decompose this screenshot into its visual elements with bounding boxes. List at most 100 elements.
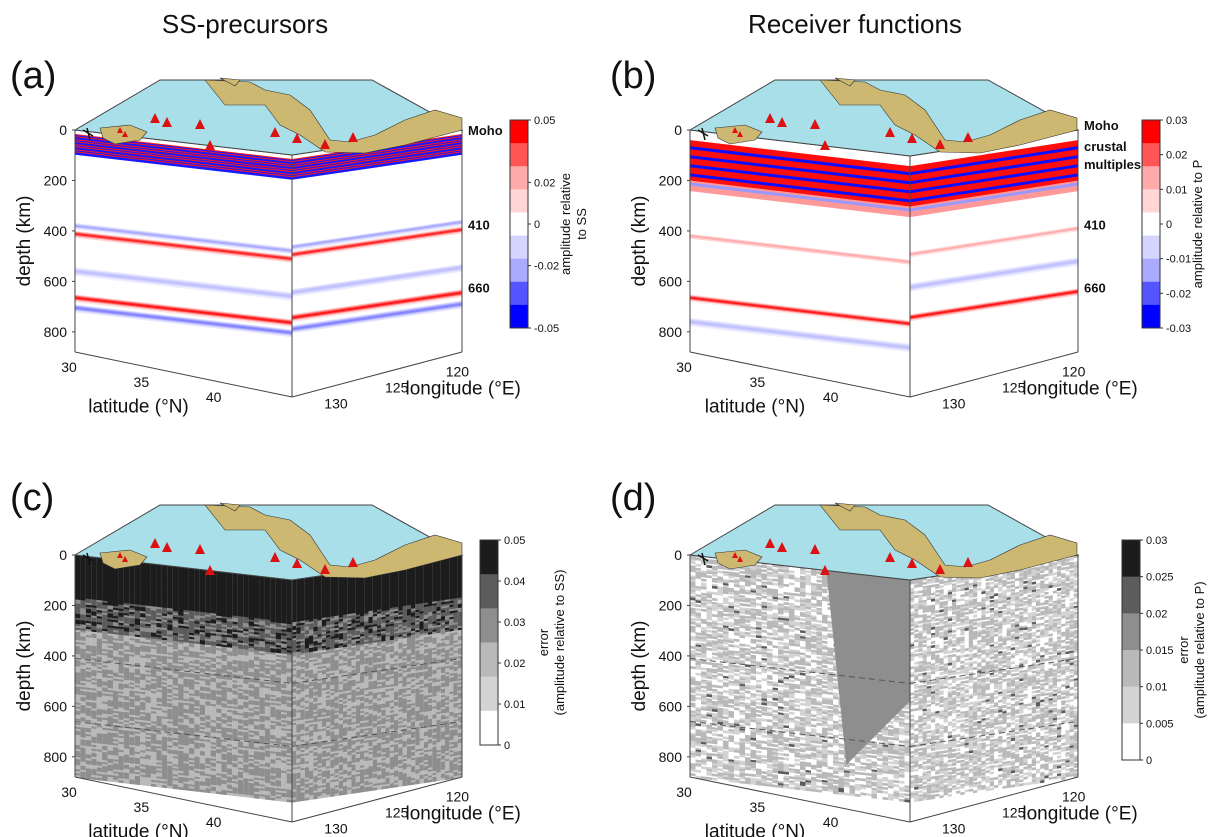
volcano-icon <box>270 127 280 137</box>
data-cell <box>292 295 462 323</box>
data-cell <box>292 270 462 297</box>
longitude-tick-label: 120 <box>1062 363 1086 379</box>
data-cell <box>910 189 1078 218</box>
data-cell <box>292 306 462 334</box>
annotation-label: Moho <box>468 123 503 138</box>
colorbar-segment <box>510 166 528 190</box>
box-edge <box>74 351 293 398</box>
depth-tick-label: 200 <box>659 172 683 188</box>
data-cell <box>75 227 292 255</box>
map-coastline <box>82 127 94 141</box>
colorbar-segment <box>510 212 528 237</box>
data-cell <box>690 237 910 265</box>
volcano-icon <box>810 119 820 129</box>
panel-label: (a) <box>10 55 56 97</box>
volcano-icon <box>205 140 215 150</box>
box-edge <box>689 351 911 398</box>
colorbar-segment <box>510 235 528 260</box>
colorbar-tick-label: 0 <box>534 219 540 231</box>
colorbar-segment <box>1142 235 1160 260</box>
data-cell <box>690 189 910 218</box>
depth-tick-label: 400 <box>659 223 683 239</box>
colorbar-segment <box>1142 166 1160 190</box>
colorbar-segment <box>510 120 528 144</box>
depth-tick-label: 0 <box>59 122 67 138</box>
colorbar-label: to SS <box>574 208 589 240</box>
volcano-icon <box>117 127 123 133</box>
volcano-icon <box>122 131 128 137</box>
data-cell <box>75 274 292 301</box>
colorbar-tick-label: 0.05 <box>534 115 555 127</box>
data-cell <box>292 223 462 251</box>
annotation-label: crustal <box>1084 139 1127 154</box>
colorbar-segment <box>1142 120 1160 144</box>
data-cell <box>75 153 292 180</box>
colorbar-label: amplitude relative to P <box>1190 160 1205 289</box>
latitude-tick-label: 30 <box>61 359 77 375</box>
colorbar-tick-label: 0.03 <box>1166 115 1187 127</box>
longitude-tick-label: 130 <box>942 396 966 412</box>
longitude-tick-label: 125 <box>1002 380 1026 396</box>
longitude-axis-label: longitude (°E) <box>1022 378 1137 399</box>
depth-tick-label: 800 <box>44 324 68 340</box>
annotation-label: 410 <box>468 218 490 233</box>
longitude-tick-label: 120 <box>446 363 470 379</box>
data-cell <box>292 153 462 180</box>
volcano-icon <box>765 113 775 123</box>
colorbar-label: amplitude relative <box>558 173 573 275</box>
right-face <box>292 130 462 377</box>
data-cell <box>690 300 910 329</box>
annotation-label: 660 <box>1084 281 1106 296</box>
data-cell <box>910 264 1078 292</box>
data-cell <box>910 293 1078 322</box>
colorbar-tick-label: -0.01 <box>1166 254 1191 266</box>
latitude-tick-label: 30 <box>676 359 692 375</box>
colorbar-tick-label: -0.03 <box>1166 323 1191 335</box>
map-sea <box>73 79 464 156</box>
colorbar-tick-label: 0.01 <box>1166 184 1187 196</box>
right-face <box>292 555 462 803</box>
volcano-icon <box>820 140 830 150</box>
column-title-ss-precursors: SS-precursors <box>162 9 328 39</box>
map-land-north <box>834 77 856 87</box>
colorbar-tick-label: -0.02 <box>1166 288 1191 300</box>
colorbar-segment <box>1142 143 1160 167</box>
box-edge <box>291 351 463 398</box>
volcano-icon <box>907 133 917 143</box>
longitude-tick-label: 130 <box>324 396 348 412</box>
colorbar-segment <box>510 189 528 213</box>
map-sea <box>688 79 1080 157</box>
annotation-label: 660 <box>468 281 490 296</box>
latitude-tick-label: 40 <box>206 389 222 405</box>
volcano-icon <box>963 132 973 142</box>
volcano-icon <box>320 139 330 149</box>
volcano-icon <box>935 139 945 149</box>
column-title-receiver-functions: Receiver functions <box>748 9 962 39</box>
map-land-mainland <box>204 79 463 154</box>
box-edge <box>909 351 1079 398</box>
depth-tick-label: 200 <box>44 172 68 188</box>
volcano-icon <box>777 117 787 127</box>
panel-label: (b) <box>610 55 656 97</box>
right-face <box>910 130 1078 378</box>
data-cell <box>75 236 292 263</box>
map-coastline <box>697 127 709 141</box>
latitude-axis-label: latitude (°N) <box>705 397 806 418</box>
latitude-axis-label: latitude (°N) <box>88 397 189 418</box>
left-face <box>75 130 292 377</box>
colorbar-tick-label: -0.02 <box>534 261 559 273</box>
colorbar-segment <box>1142 304 1160 329</box>
volcano-icon <box>162 117 172 127</box>
longitude-axis-label: longitude (°E) <box>406 378 521 399</box>
volcano-icon <box>292 133 302 143</box>
colorbar-tick-label: 0.02 <box>534 177 555 189</box>
depth-tick-label: 400 <box>44 223 68 239</box>
colorbar-tick-label: 0.02 <box>1166 150 1187 162</box>
data-cell <box>75 310 292 338</box>
colorbar-segment <box>1142 281 1160 306</box>
map-land-north <box>219 77 241 87</box>
panel-label: (c) <box>10 477 54 519</box>
